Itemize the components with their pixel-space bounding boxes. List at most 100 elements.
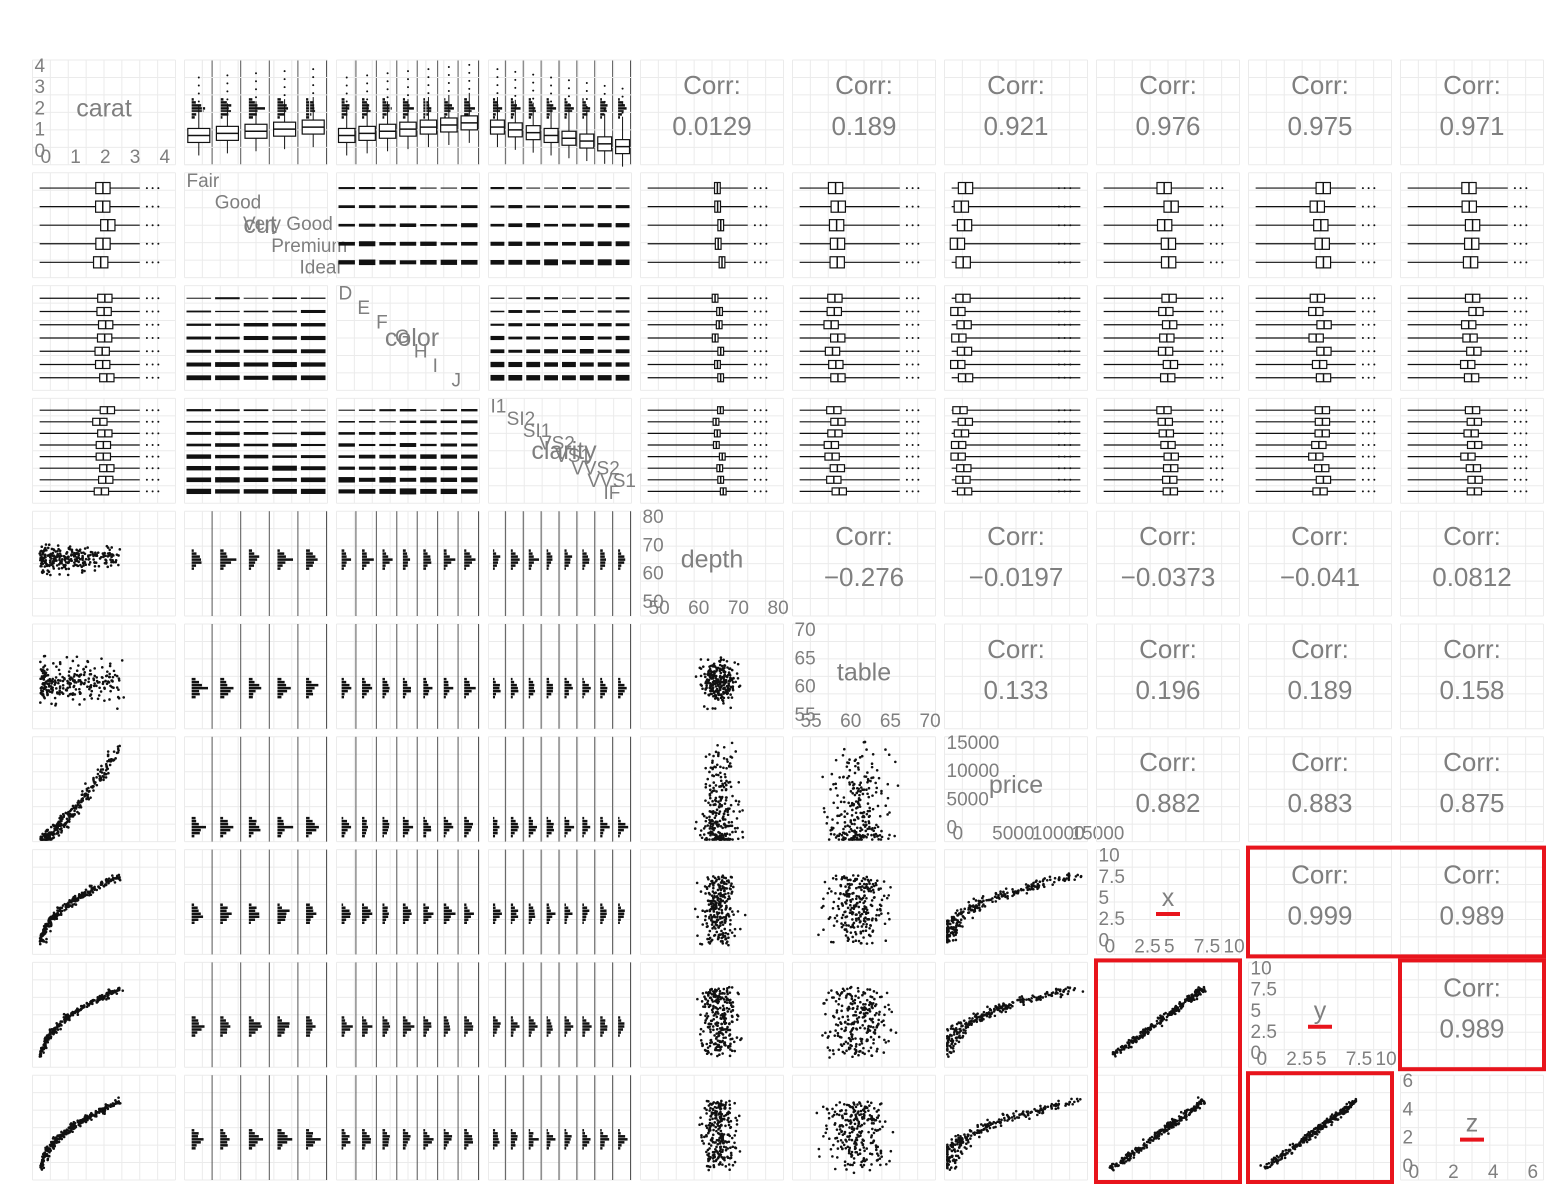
hist-bar (402, 825, 414, 829)
box-outlier (157, 432, 160, 435)
scatter-point (73, 809, 76, 813)
scatter-point (712, 754, 715, 758)
hist-bar (382, 549, 385, 552)
count-bar (215, 443, 240, 447)
count-bar (461, 259, 478, 265)
count-bar (399, 420, 417, 423)
hist-bar (564, 558, 571, 561)
box-outlier (911, 432, 914, 435)
hist-bar (582, 825, 591, 829)
hist-bar (423, 831, 427, 835)
hist-bar (600, 695, 603, 699)
hist-bar (277, 552, 285, 555)
hist-bar (582, 101, 586, 104)
count-bar (597, 223, 612, 228)
box-outlier (1367, 310, 1370, 313)
scatter-point (731, 794, 734, 798)
hist-bar (362, 915, 370, 918)
hist-bar (600, 110, 607, 113)
count-bar (508, 323, 523, 327)
hist-bar (402, 113, 409, 116)
scatter-point (50, 547, 54, 551)
hist-bar (582, 104, 587, 107)
box-outlier (1519, 187, 1522, 190)
box-outlier (1063, 444, 1066, 446)
scatter-point (709, 803, 712, 807)
box-outlier (1373, 490, 1376, 493)
scatter-point (719, 671, 723, 675)
hist-bar (492, 689, 501, 693)
hist-bar (402, 903, 406, 906)
count-bar (186, 409, 212, 412)
count-bar (508, 259, 523, 265)
count-bar (379, 466, 396, 470)
hist-bar (564, 692, 569, 696)
scatter-point (842, 827, 845, 831)
hist-bar (528, 834, 531, 838)
scatter-point (84, 888, 88, 892)
box-outlier (917, 187, 920, 190)
count-bar (243, 477, 269, 483)
count-bar (215, 489, 240, 494)
scatter-point (722, 680, 725, 683)
diag-variable-label: price (989, 771, 1043, 799)
box-outlier (1063, 224, 1066, 227)
box-outlier (1361, 310, 1364, 313)
scatter-point (862, 823, 865, 827)
hist-bar (528, 680, 534, 684)
scatter-point (715, 689, 718, 693)
scatter-point (66, 679, 69, 683)
scatter-point (99, 690, 103, 693)
scatter-point (39, 562, 43, 566)
scatter-point (76, 810, 79, 814)
scatter-point (68, 817, 71, 821)
scatter-point (112, 750, 116, 753)
scatter-point (703, 675, 707, 679)
hist-bar (220, 113, 229, 116)
hist-bar (362, 921, 365, 924)
scatter-point (43, 682, 46, 685)
hist-bar (306, 677, 310, 681)
scatter-point (852, 803, 855, 807)
scatter-point (73, 812, 76, 816)
hist-bar (618, 116, 621, 119)
box-outlier (1361, 261, 1364, 264)
scatter-point (736, 676, 740, 680)
hist-bar (618, 113, 622, 116)
box-outlier (917, 444, 920, 446)
scatter-point (834, 758, 838, 762)
hist-bar (341, 906, 346, 909)
hist-bar (423, 116, 426, 119)
scatter-point (117, 677, 121, 680)
scatter-point (734, 830, 737, 833)
scatter-point (893, 834, 896, 838)
hist-bar (362, 113, 368, 116)
hist-bar (443, 549, 447, 552)
scatter-point (870, 833, 873, 837)
scatter-point (48, 559, 52, 562)
hist-bar (443, 695, 446, 699)
hist-bar (443, 692, 448, 696)
count-bar (597, 375, 612, 381)
box-outlier (1057, 467, 1060, 470)
hist-bar (464, 98, 467, 101)
box-outlier (1215, 323, 1218, 326)
corr-value: 0.883 (1287, 788, 1352, 818)
scatter-point (852, 783, 855, 787)
hist-bar (564, 549, 567, 552)
scatter-point (722, 690, 725, 694)
hist-bar (191, 98, 194, 101)
scatter-point (858, 783, 862, 787)
count-bar (508, 336, 523, 340)
count-bar (379, 454, 396, 459)
count-bar (597, 323, 612, 327)
scatter-point (843, 810, 847, 813)
count-bar (399, 186, 417, 190)
panel-clarity-z (1400, 397, 1544, 504)
box-outlier (1209, 310, 1212, 313)
hist-bar (423, 921, 426, 924)
scatter-point (47, 836, 50, 840)
hist-bar (492, 828, 498, 832)
hist-bar (546, 113, 550, 116)
count-bar (272, 488, 297, 494)
